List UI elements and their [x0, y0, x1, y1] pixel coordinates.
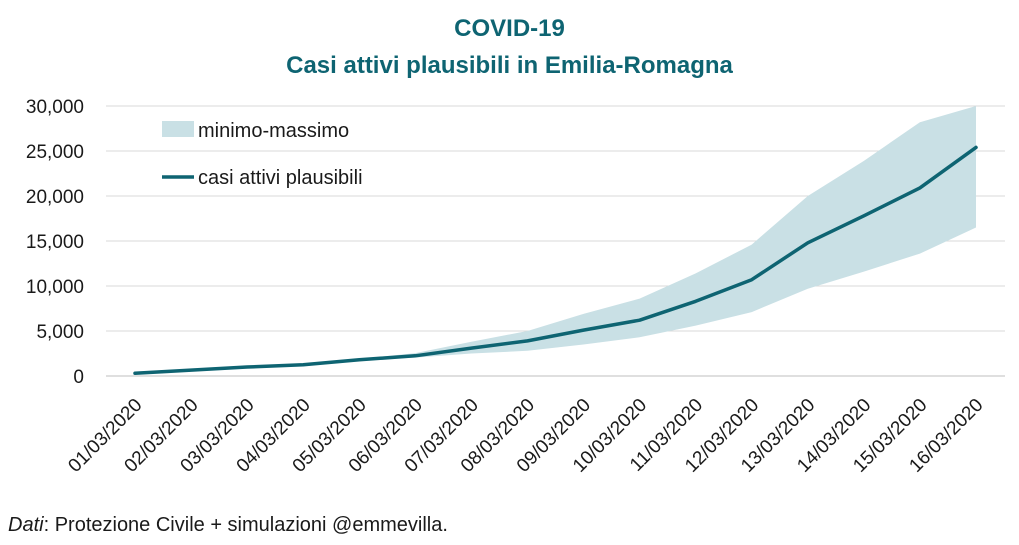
main-series	[133, 145, 978, 376]
source-prefix: Dati	[8, 514, 44, 536]
range-band	[135, 106, 976, 374]
y-tick-label: 30,000	[26, 97, 84, 118]
y-tick-label: 25,000	[26, 142, 84, 163]
source-note: Dati: Protezione Civile + simulazioni @e…	[8, 514, 448, 537]
source-text: : Protezione Civile + simulazioni @emmev…	[43, 514, 448, 536]
y-tick-label: 20,000	[26, 187, 84, 208]
chart-subtitle: Casi attivi plausibili in Emilia-Romagna	[286, 52, 733, 79]
legend-label-line: casi attivi plausibili	[198, 167, 363, 189]
series-line	[133, 145, 978, 376]
y-tick-label: 5,000	[36, 322, 84, 343]
legend: minimo-massimo casi attivi plausibili	[162, 120, 363, 189]
legend-label-band: minimo-massimo	[198, 120, 349, 142]
min-max-band	[135, 106, 976, 374]
y-tick-label: 10,000	[26, 277, 84, 298]
chart-title: COVID-19	[454, 15, 565, 42]
y-tick-label: 0	[73, 367, 84, 388]
legend-band-swatch	[162, 121, 194, 137]
y-tick-label: 15,000	[26, 232, 84, 253]
axes: 05,00010,00015,00020,00025,00030,00001/0…	[26, 97, 1005, 477]
